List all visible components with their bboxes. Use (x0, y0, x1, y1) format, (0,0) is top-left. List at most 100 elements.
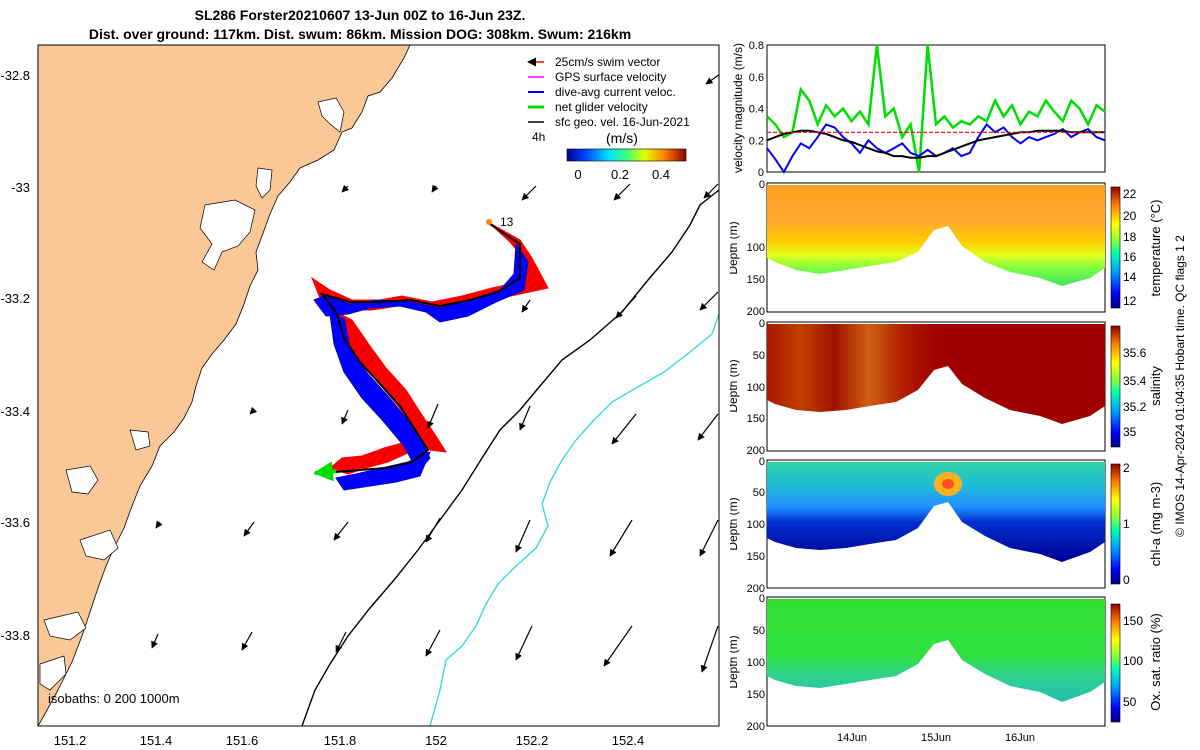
depth-tick-label: 200 (747, 721, 765, 733)
isobath-1000m (429, 313, 719, 726)
salinity-colorbar-ticks: 35 35.2 35.4 35.6 (1123, 346, 1147, 439)
depth-tick-label: 150 (747, 413, 765, 425)
time-axis-ticks: 14Jun 15Jun 16Jun (837, 732, 1035, 744)
x-tick-label: 151.6 (226, 733, 259, 748)
track-start-label: 13 (500, 215, 514, 229)
x-tick-label: 151.8 (324, 733, 357, 748)
depth-axis-label: Depth (m) (730, 635, 740, 688)
velocity-y-ticks: 0 0.2 0.4 0.6 0.8 (749, 40, 764, 179)
land-mass (38, 45, 411, 726)
colorbar-tick: 100 (1123, 654, 1143, 668)
depth-axis-label: Depth (m) (730, 359, 740, 412)
time-tick-label: 16Jun (1005, 732, 1035, 744)
depth-tick-label: 50 (753, 625, 765, 637)
map-legend: 25cm/s swim vector GPS surface velocity … (527, 55, 690, 146)
chlorophyll-y-ticks: 0 50 100 150 200 (747, 456, 765, 595)
colorbar-tick: 2 (1123, 461, 1130, 475)
colorbar-tick: 35.2 (1123, 400, 1147, 414)
depth-tick-label: 0 (759, 318, 765, 330)
profile-panels: 0 0.2 0.4 0.6 0.8 velocity magnitude (m/s) 0… (730, 40, 1187, 744)
depth-tick-label: 200 (747, 445, 765, 457)
chlorophyll-panel: 0 50 100 150 200 Depth (m) 0 1 2 chl-a (… (730, 456, 1163, 595)
lake (65, 465, 99, 495)
legend-label: 25cm/s swim vector (555, 55, 660, 69)
colorbar-tick: 150 (1123, 614, 1143, 628)
velocity-y-tick-label: 0.2 (749, 135, 764, 147)
isobath-200m (301, 189, 719, 726)
temperature-colorbar (1110, 186, 1121, 309)
isobath-label: isobaths: 0 200 1000m (48, 691, 180, 706)
legend-time-label: 4h (532, 130, 545, 144)
oxygen-panel: 0 50 100 150 200 Depth (m) 50 100 150 Ox… (730, 593, 1163, 733)
colorbar-tick: 16 (1123, 250, 1137, 264)
colorbar-tick: 0.4 (652, 167, 670, 182)
velocity-y-tick-label: 0 (758, 167, 764, 179)
map-x-ticks: 151.2 151.4 151.6 151.8 152 152.2 152.4 (54, 733, 645, 748)
page-title: SL286 Forster20210607 13-Jun 00Z to 16-J… (194, 7, 526, 23)
temperature-colorbar-ticks: 12 14 16 18 20 22 (1123, 187, 1137, 308)
speed-colorbar (566, 148, 687, 162)
x-tick-label: 152.4 (612, 733, 645, 748)
temperature-label: temperature (°C) (1148, 200, 1163, 297)
sfc-geo-velocity-field (151, 73, 719, 673)
trajectory-map: 13 (0, 44, 720, 748)
depth-tick-label: 150 (747, 274, 765, 286)
velocity-plot-area (766, 44, 1106, 173)
velocity-y-tick-label: 0.6 (749, 72, 764, 84)
chlorophyll-colorbar (1110, 463, 1121, 585)
salinity-colorbar (1110, 325, 1121, 448)
depth-axis-label: Depth (m) (730, 497, 740, 550)
depth-tick-label: 200 (747, 306, 765, 318)
depth-tick-label: 0 (759, 456, 765, 468)
depth-tick-label: 100 (747, 519, 765, 531)
time-tick-label: 15Jun (921, 732, 951, 744)
depth-tick-label: 100 (747, 382, 765, 394)
salinity-field (767, 324, 1105, 424)
legend-label: sfc geo. vel. 16-Jun-2021 (555, 115, 690, 129)
colorbar-tick: 0 (574, 167, 581, 182)
legend-label: net glider velocity (555, 100, 648, 114)
lake (317, 97, 345, 133)
track-start-marker (486, 219, 492, 225)
velocity-series (766, 44, 1106, 174)
net-velocity-arrow (313, 461, 337, 482)
y-tick-label: -33 (11, 180, 30, 195)
depth-tick-label: 50 (753, 487, 765, 499)
velocity-series-line (766, 44, 1106, 173)
temperature-panel: 0 100 150 200 Depth (m) 12 14 16 18 20 2… (730, 179, 1163, 318)
colorbar-tick: 50 (1123, 695, 1137, 709)
salinity-panel: 0 50 100 150 200 Depth (m) 35 35.2 35.4 … (730, 318, 1163, 457)
velocity-y-tick-label: 0.4 (749, 104, 764, 116)
credit-text: © IMOS 14-Apr-2024 01:04:35 Hobart time.… (1173, 235, 1187, 537)
velocity-y-label: velocity magnitude (m/s) (731, 43, 745, 173)
chlorophyll-colorbar-ticks: 0 1 2 (1123, 461, 1130, 587)
depth-axis-label: Depth (m) (730, 221, 740, 274)
y-tick-label: -33.4 (0, 404, 30, 419)
depth-tick-label: 0 (759, 593, 765, 605)
salinity-label: salinity (1148, 366, 1163, 406)
colorbar-tick: 35 (1123, 425, 1137, 439)
colorbar-unit-label: (m/s) (606, 130, 638, 146)
legend-label: dive-avg current veloc. (555, 85, 676, 99)
salinity-y-ticks: 0 50 100 150 200 (747, 318, 765, 457)
velocity-series-line (766, 129, 1105, 159)
legend-label: GPS surface velocity (555, 70, 666, 84)
oxygen-colorbar (1110, 603, 1121, 723)
depth-tick-label: 100 (747, 242, 765, 254)
colorbar-tick: 0.2 (611, 167, 629, 182)
colorbar-tick: 1 (1123, 517, 1130, 531)
colorbar-tick: 12 (1123, 294, 1137, 308)
swim-vector-band (310, 221, 549, 313)
lake (39, 655, 67, 691)
y-tick-label: -33.8 (0, 628, 30, 643)
time-tick-label: 14Jun (837, 732, 867, 744)
lake (129, 429, 151, 451)
page-subtitle: Dist. over ground: 117km. Dist. swum: 86… (88, 26, 632, 42)
map-frame (37, 44, 720, 727)
colorbar-tick: 0 (1123, 573, 1130, 587)
x-tick-label: 152 (425, 733, 447, 748)
colorbar-tick: 22 (1123, 187, 1137, 201)
depth-tick-label: 150 (747, 551, 765, 563)
x-tick-label: 151.2 (54, 733, 87, 748)
colorbar-tick: 20 (1123, 209, 1137, 223)
